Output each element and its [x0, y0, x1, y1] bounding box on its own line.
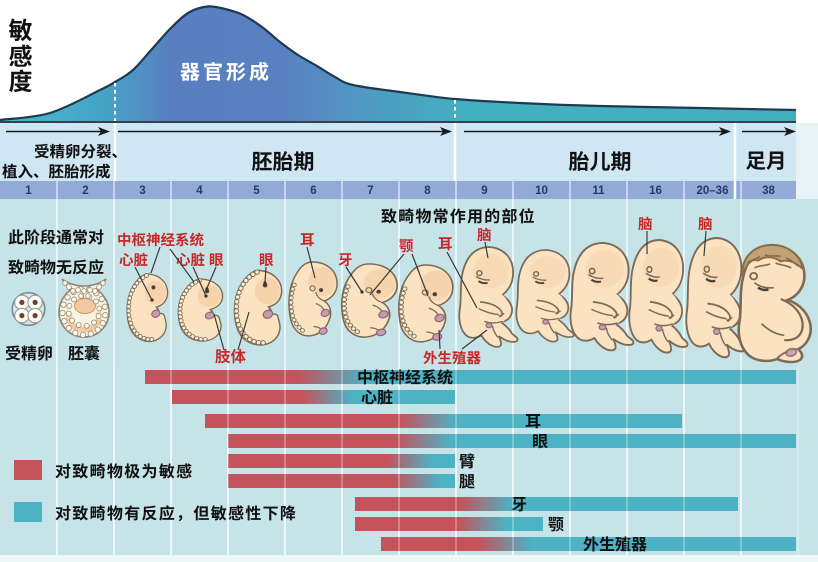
svg-text:16: 16: [649, 185, 662, 197]
svg-text:9: 9: [481, 185, 487, 197]
svg-text:38: 38: [762, 185, 775, 197]
svg-text:11: 11: [592, 185, 605, 197]
svg-text:20–36: 20–36: [697, 185, 729, 197]
svg-text:6: 6: [310, 185, 316, 197]
svg-text:2: 2: [82, 185, 88, 197]
svg-text:1: 1: [25, 185, 32, 197]
svg-text:7: 7: [367, 185, 373, 197]
svg-text:5: 5: [253, 185, 260, 197]
svg-text:8: 8: [424, 185, 431, 197]
svg-text:3: 3: [139, 185, 145, 197]
svg-text:10: 10: [535, 185, 548, 197]
svg-text:4: 4: [196, 185, 203, 197]
